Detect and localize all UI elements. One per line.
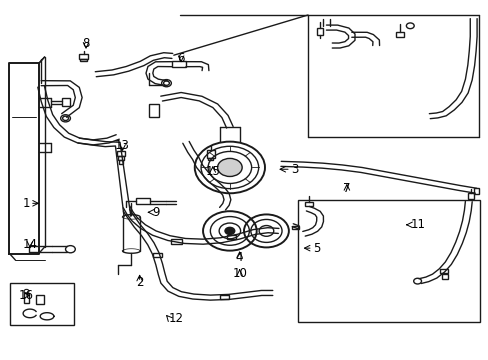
Text: 14: 14: [22, 238, 38, 251]
Bar: [292, 226, 299, 229]
Text: 12: 12: [168, 311, 183, 325]
Text: 2: 2: [136, 276, 143, 289]
Bar: [118, 156, 123, 160]
Text: 15: 15: [205, 165, 220, 177]
Circle shape: [224, 227, 234, 234]
Bar: [395, 32, 404, 37]
Bar: [473, 188, 478, 194]
Bar: [467, 193, 473, 199]
Text: 11: 11: [409, 218, 425, 231]
Bar: [24, 293, 29, 303]
Text: 16: 16: [19, 289, 34, 302]
Text: 13: 13: [115, 139, 130, 152]
Bar: [220, 295, 228, 299]
Bar: [119, 160, 122, 164]
Text: 3: 3: [290, 163, 298, 176]
Bar: [62, 98, 70, 105]
Bar: [171, 239, 182, 244]
Text: 6: 6: [177, 51, 184, 64]
Text: 5: 5: [312, 242, 320, 255]
Bar: [316, 28, 323, 35]
Bar: [149, 104, 159, 117]
Bar: [208, 158, 213, 160]
Circle shape: [217, 158, 242, 176]
Bar: [439, 269, 447, 273]
Bar: [227, 234, 236, 239]
Text: 7: 7: [343, 183, 350, 195]
Text: 8: 8: [82, 37, 89, 50]
Bar: [298, 200, 479, 321]
Bar: [80, 59, 87, 61]
Bar: [136, 198, 150, 204]
Bar: [79, 54, 88, 59]
Bar: [441, 274, 447, 279]
Text: 9: 9: [152, 206, 159, 219]
Bar: [10, 283, 74, 325]
Bar: [117, 151, 124, 156]
Bar: [153, 253, 161, 257]
Bar: [172, 61, 185, 67]
Text: 4: 4: [235, 251, 243, 264]
Bar: [305, 202, 313, 206]
Bar: [36, 296, 43, 305]
Text: 10: 10: [232, 267, 246, 280]
Text: 1: 1: [22, 197, 30, 210]
Bar: [206, 150, 214, 158]
